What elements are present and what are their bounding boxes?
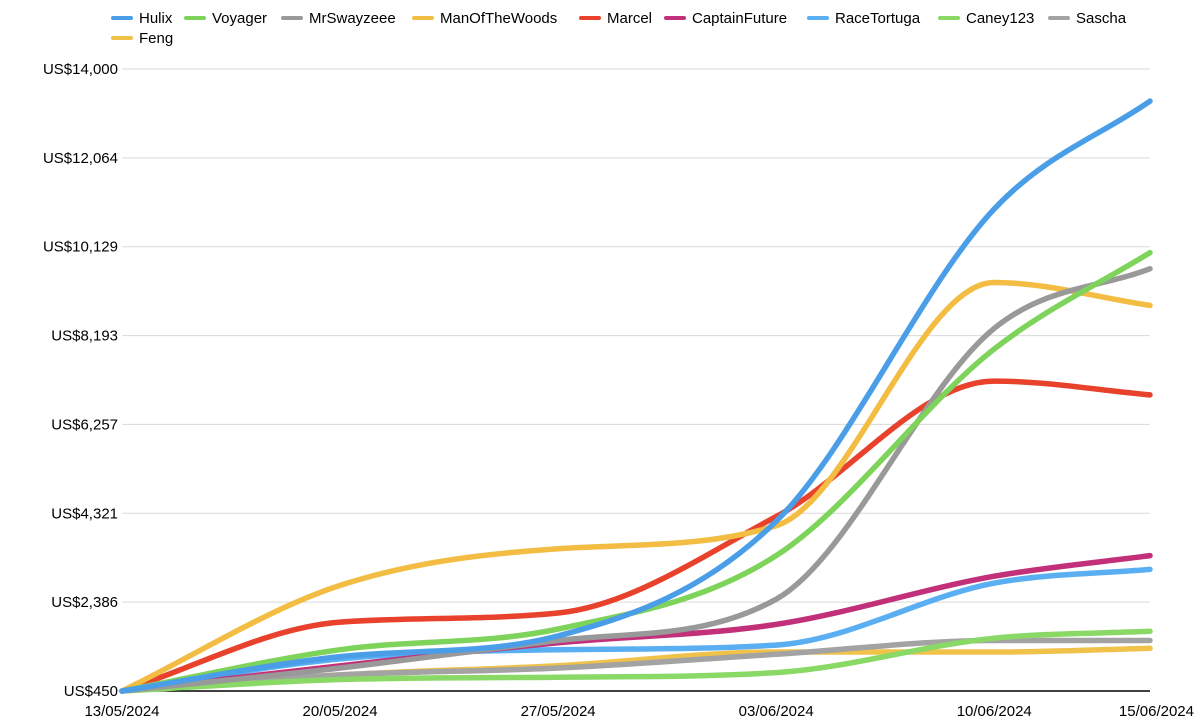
legend-item-voyager: Voyager bbox=[184, 10, 267, 27]
x-tick-label: 03/06/2024 bbox=[739, 703, 814, 720]
legend-label: Feng bbox=[139, 30, 173, 47]
legend-label: CaptainFuture bbox=[692, 10, 787, 27]
series-line-mrswayzeee bbox=[119, 265, 1153, 694]
y-tick-label: US$450 bbox=[64, 683, 118, 700]
legend-item-feng: Feng bbox=[111, 30, 173, 47]
legend-label: Voyager bbox=[212, 10, 267, 27]
legend-label: ManOfTheWoods bbox=[440, 10, 557, 27]
legend-label: Hulix bbox=[139, 10, 173, 27]
series-line-hulix bbox=[119, 98, 1153, 694]
legend-item-caney123: Caney123 bbox=[938, 10, 1034, 27]
legend-item-sascha: Sascha bbox=[1048, 10, 1127, 27]
y-tick-label: US$6,257 bbox=[51, 416, 118, 433]
x-tick-label: 27/05/2024 bbox=[521, 703, 596, 720]
legend-item-captainfuture: CaptainFuture bbox=[664, 10, 787, 27]
legend-label: Sascha bbox=[1076, 10, 1127, 27]
y-tick-label: US$10,129 bbox=[43, 239, 118, 256]
series-line-caney123 bbox=[119, 628, 1153, 694]
legend-item-racetortuga: RaceTortuga bbox=[807, 10, 921, 27]
legend-label: RaceTortuga bbox=[835, 10, 921, 27]
x-tick-label: 20/05/2024 bbox=[303, 703, 378, 720]
series-line-marcel bbox=[119, 378, 1153, 694]
y-tick-label: US$4,321 bbox=[51, 505, 118, 522]
legend-item-hulix: Hulix bbox=[111, 10, 173, 27]
series-line-manofthewoods bbox=[119, 279, 1153, 694]
x-tick-label: 10/06/2024 bbox=[957, 703, 1032, 720]
y-tick-label: US$2,386 bbox=[51, 594, 118, 611]
series-line-voyager bbox=[119, 249, 1153, 694]
legend-item-mrswayzeee: MrSwayzeee bbox=[281, 10, 396, 27]
legend-label: Marcel bbox=[607, 10, 652, 27]
y-tick-label: US$14,000 bbox=[43, 61, 118, 78]
series-line-captainfuture bbox=[119, 552, 1153, 694]
x-tick-label: 15/06/2024 bbox=[1119, 703, 1194, 720]
legend: Hulix Voyager MrSwayzeee ManOfTheWoods Marce… bbox=[111, 10, 1127, 47]
x-axis: 13/05/2024 20/05/2024 27/05/2024 03/06/2024… bbox=[84, 703, 1194, 720]
legend-item-marcel: Marcel bbox=[579, 10, 652, 27]
series-lines bbox=[119, 98, 1153, 694]
y-axis: US$450 US$2,386 US$4,321 US$6,257 US$8,193 US… bbox=[43, 61, 118, 700]
legend-label: MrSwayzeee bbox=[309, 10, 396, 27]
legend-item-manofthewoods: ManOfTheWoods bbox=[412, 10, 557, 27]
legend-label: Caney123 bbox=[966, 10, 1034, 27]
y-tick-label: US$12,064 bbox=[43, 150, 118, 167]
x-tick-label: 13/05/2024 bbox=[84, 703, 159, 720]
y-tick-label: US$8,193 bbox=[51, 328, 118, 345]
